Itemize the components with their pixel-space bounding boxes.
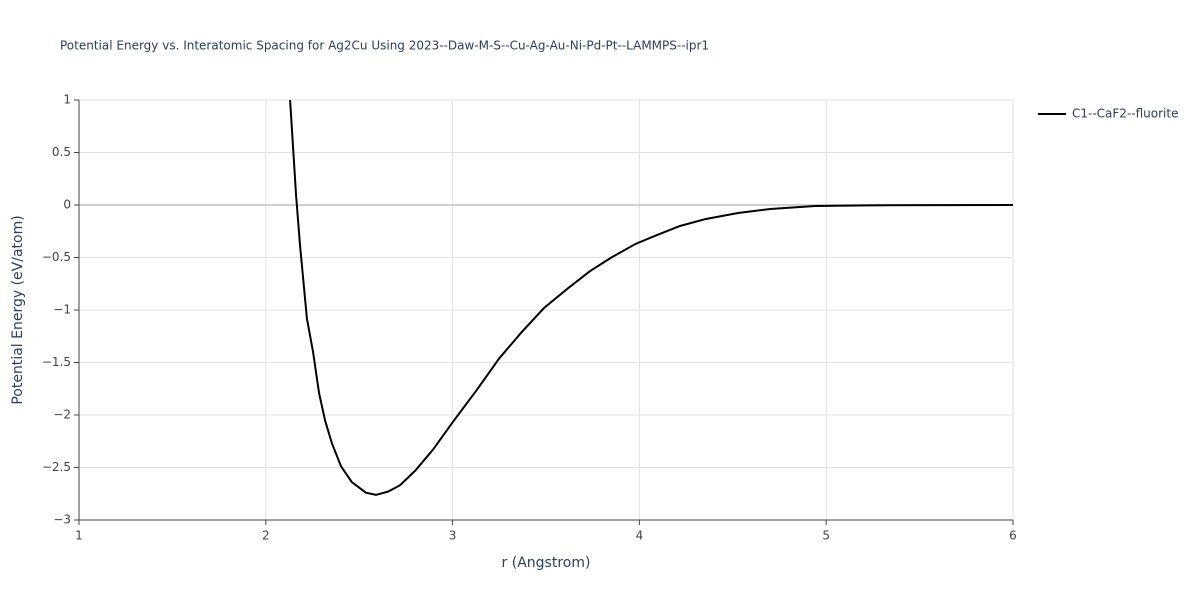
y-tick-label: −2 xyxy=(53,408,71,422)
x-tick-label: 1 xyxy=(75,529,83,543)
legend-label: C1--CaF2--fluorite xyxy=(1072,107,1178,121)
y-tick-label: −1.5 xyxy=(42,355,71,369)
x-tick-label: 5 xyxy=(822,529,830,543)
x-tick-label: 6 xyxy=(1009,529,1017,543)
y-tick-label: 0 xyxy=(63,198,71,212)
x-axis-title: r (Angstrom) xyxy=(502,555,591,571)
y-tick-label: −2.5 xyxy=(42,460,71,474)
chart-title: Potential Energy vs. Interatomic Spacing… xyxy=(60,39,709,53)
data-line xyxy=(289,100,1013,496)
x-tick-label: 4 xyxy=(636,529,644,543)
y-axis-title: Potential Energy (eV/atom) xyxy=(10,215,26,404)
y-tick-label: 1 xyxy=(63,93,71,107)
y-tick-label: −3 xyxy=(53,513,71,527)
y-tick-label: −0.5 xyxy=(42,250,71,264)
x-tick-label: 3 xyxy=(449,529,457,543)
x-tick-label: 2 xyxy=(262,529,270,543)
y-tick-label: −1 xyxy=(53,303,71,317)
y-tick-label: 0.5 xyxy=(52,145,71,159)
